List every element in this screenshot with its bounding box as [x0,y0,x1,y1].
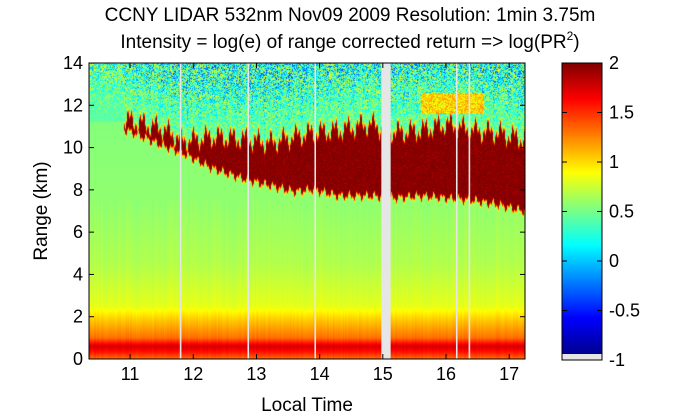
chart-title: CCNY LIDAR 532nm Nov09 2009 Resolution: … [105,5,596,26]
data-gap [180,63,182,359]
subtitle-prefix: Intensity = log(e) of range corrected re… [120,32,566,53]
y-tick-label: 2 [73,307,83,327]
colorbar-tick-label: 0 [609,251,619,271]
x-axis-label: Local Time [261,395,353,416]
data-gap-block [383,63,389,359]
x-tick-label: 17 [499,364,519,384]
colorbar-tick-label: 0.5 [609,202,634,222]
y-tick-label: 6 [73,222,83,242]
colorbar-tick-label: -1 [609,350,625,370]
x-tick-label: 11 [121,364,140,384]
data-gap [469,63,471,359]
colorbar-scale [562,63,602,354]
y-tick-label: 10 [63,138,83,158]
y-tick-label: 8 [73,180,83,200]
x-tick-label: 13 [246,364,266,384]
y-axis-label: Range (km) [31,161,52,260]
y-tick-label: 0 [73,349,83,369]
colorbar-tick-label: 1.5 [609,103,634,123]
chart-subtitle: Intensity = log(e) of range corrected re… [120,29,579,53]
subtitle-suffix: ) [573,32,579,53]
colorbar: 2 1.5 1 0.5 0 -0.5 -1 [562,53,640,370]
data-gap [247,63,249,359]
y-tick-label: 14 [63,53,83,73]
colorbar-tick-label: -0.5 [609,301,640,321]
x-tick-label: 15 [373,364,393,384]
x-tick-label: 14 [310,364,330,384]
colorbar-tick-label: 2 [609,53,619,73]
data-gap [456,63,458,359]
colorbar-tick-label: 1 [609,152,619,172]
heatmap-image [89,63,525,359]
data-gap [314,63,316,359]
x-tick-label: 12 [183,364,203,384]
colorbar-missing-band [562,354,602,360]
x-tick-label: 16 [436,364,456,384]
y-tick-label: 12 [63,95,83,115]
y-tick-label: 4 [73,264,83,284]
heatmap-plot-area [89,63,525,359]
